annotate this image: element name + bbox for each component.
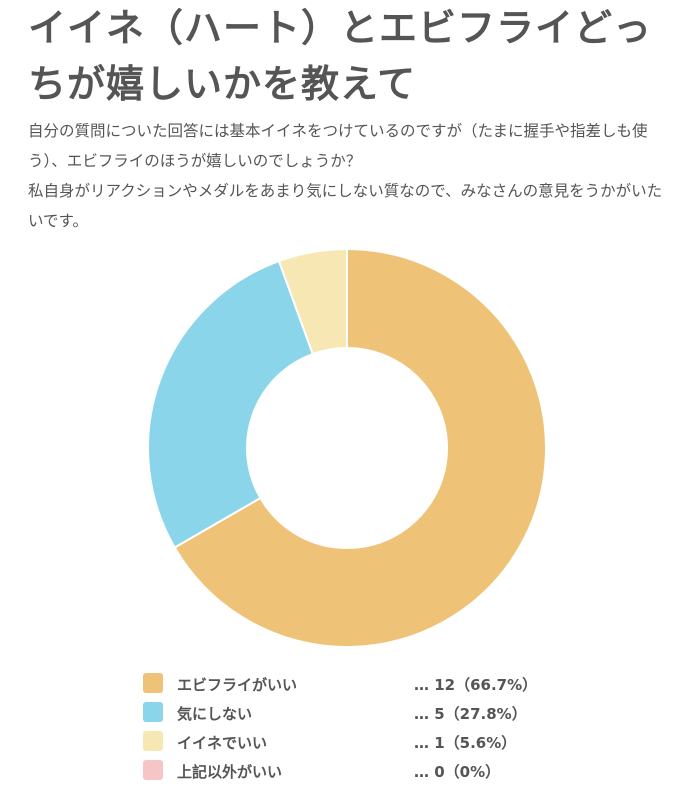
question-description: 自分の質問についた回答には基本イイネをつけているのですが（たまに握手や指差しも使… (28, 116, 668, 236)
donut-chart (147, 248, 547, 648)
legend-item-ebifurai: エビフライがいい … 12（66.7%） (143, 670, 563, 699)
chart-legend: エビフライがいい … 12（66.7%） 気にしない … 5（27.8%） イイ… (143, 670, 563, 786)
legend-label-other: 上記以外がいい (177, 763, 283, 781)
legend-label-iine: イイネでいい (177, 734, 268, 752)
legend-value-other: … 0（0%） (414, 763, 501, 781)
legend-value-ebifurai: … 12（66.7%） (414, 676, 538, 694)
donut-slice-ebifurai (173, 248, 547, 648)
description-paragraph-2: 私自身がリアクションやメダルをあまり気にしない質なので、みなさんの意見をうかがい… (28, 182, 663, 230)
legend-swatch-dont-care (143, 702, 163, 722)
legend-item-dont-care: 気にしない … 5（27.8%） (143, 699, 563, 728)
legend-swatch-iine (143, 731, 163, 751)
donut-slice-dont-care (147, 259, 315, 549)
legend-label-dont-care: 気にしない (177, 705, 253, 723)
donut-slice-iine (277, 248, 348, 356)
legend-swatch-other (143, 760, 163, 780)
donut-chart-svg (147, 248, 547, 648)
legend-item-iine: イイネでいい … 1（5.6%） (143, 728, 563, 757)
legend-label-ebifurai: エビフライがいい (177, 676, 298, 694)
page-title: イイネ（ハート）とエビフライどっちが嬉しいかを教えて (28, 6, 653, 106)
legend-value-dont-care: … 5（27.8%） (414, 705, 527, 723)
legend-value-iine: … 1（5.6%） (414, 734, 517, 752)
legend-item-other: 上記以外がいい … 0（0%） (143, 757, 563, 786)
legend-swatch-ebifurai (143, 673, 163, 693)
description-paragraph-1: 自分の質問についた回答には基本イイネをつけているのですが（たまに握手や指差しも使… (28, 122, 648, 170)
